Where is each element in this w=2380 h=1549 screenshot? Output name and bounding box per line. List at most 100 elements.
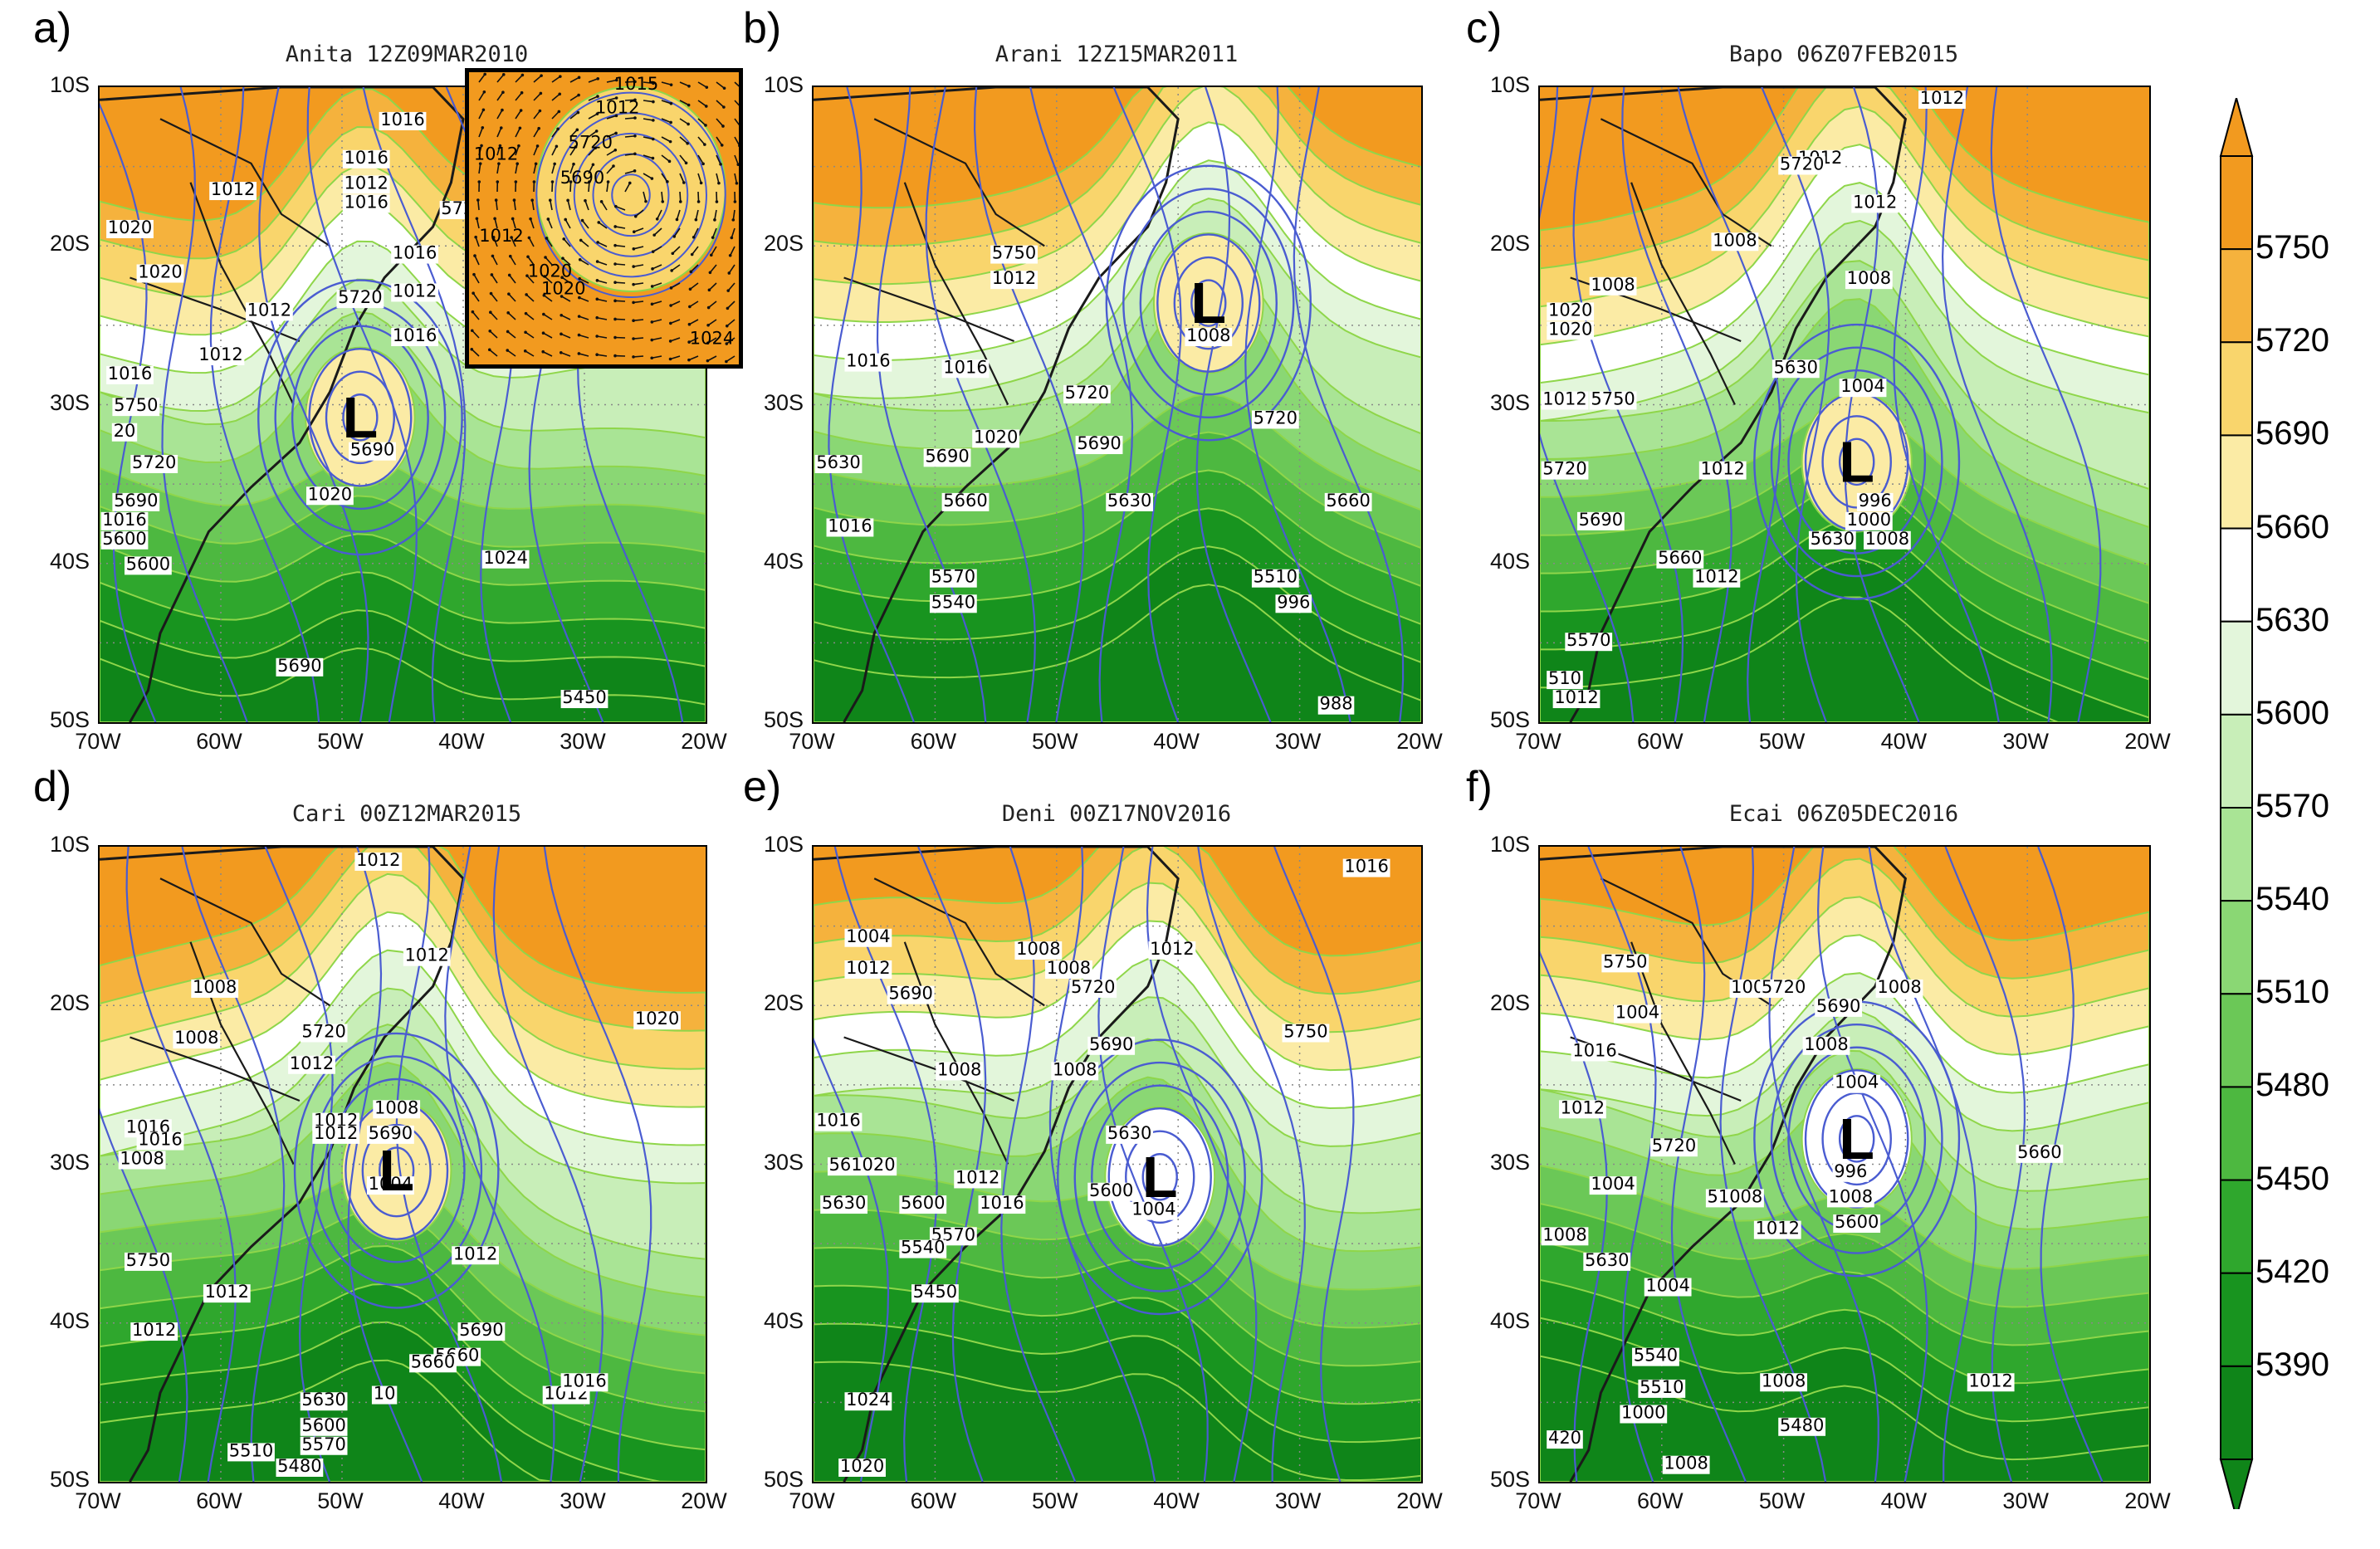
isobar — [1244, 87, 1351, 722]
wind-vector — [606, 115, 617, 120]
wind-vector-head — [668, 340, 672, 343]
contour-label: 5750 — [1603, 951, 1647, 971]
contour-label: 5480 — [277, 1456, 321, 1476]
contour-label-bg — [1106, 492, 1154, 511]
contour-label-bg — [203, 1284, 251, 1303]
wind-vector-head — [572, 162, 575, 166]
isobar — [310, 1055, 483, 1287]
isobar — [1768, 847, 1879, 1482]
wind-vector — [679, 136, 688, 144]
wind-vector-head — [539, 91, 543, 95]
wind-vector — [476, 218, 480, 229]
wind-vector-head — [553, 162, 556, 166]
coastline — [100, 87, 465, 722]
wind-vector — [729, 246, 736, 257]
isobar — [1173, 256, 1244, 350]
country-border — [159, 877, 331, 1007]
wind-vector-head — [632, 301, 635, 305]
wind-vector-head — [666, 180, 669, 183]
contour-label: 5690 — [459, 1320, 503, 1340]
wind-vector — [579, 315, 589, 320]
wind-vector — [527, 256, 535, 266]
contour-label-bg — [1589, 1176, 1637, 1195]
isobar — [258, 87, 369, 722]
wind-vector — [734, 100, 739, 106]
wind-vector — [707, 319, 717, 326]
wind-vector — [569, 129, 578, 138]
lat-tick-label: 40S — [1489, 1307, 1530, 1333]
wind-vector — [496, 74, 505, 83]
wind-vector — [597, 261, 608, 266]
wind-vector — [734, 81, 739, 87]
wind-vector-head — [558, 92, 562, 96]
lon-tick-label: 40W — [1153, 729, 1200, 754]
wind-vector-head — [577, 352, 581, 355]
wind-vector-head — [538, 109, 542, 113]
lat-tick-label: 30S — [1489, 389, 1530, 415]
contour-label-bg — [136, 264, 184, 283]
contour-label-bg — [1778, 156, 1826, 175]
wind-vector — [515, 127, 521, 138]
wind-vector-head — [525, 274, 529, 277]
contour-label: 561020 — [828, 1155, 895, 1175]
wind-vector — [633, 227, 644, 232]
contour-label-bg — [209, 182, 257, 201]
isobar — [1670, 847, 1747, 1482]
wind-vector — [688, 337, 699, 343]
contour-label: 1008 — [1713, 230, 1757, 250]
wind-vector-head — [731, 218, 736, 222]
wind-vector-head — [476, 198, 480, 202]
isobar — [1821, 1092, 1892, 1186]
wind-vector-head — [701, 162, 705, 166]
contour-label-bg — [371, 1385, 398, 1405]
country-border — [873, 877, 1045, 1007]
contour-label-bg — [1063, 384, 1111, 403]
wind-vector-head — [632, 265, 635, 268]
lat-tick-label: 10S — [763, 72, 804, 97]
isobar — [1990, 87, 2102, 722]
wind-vector — [472, 330, 480, 339]
contour-label: 5690 — [1579, 510, 1623, 530]
wind-vector — [478, 127, 484, 138]
contour-label: 988 — [1319, 694, 1352, 714]
contour-label: 5720 — [132, 452, 176, 472]
wind-vector-head — [471, 310, 475, 314]
inset-contour-label: 1015 — [614, 74, 658, 94]
wind-vector — [709, 264, 717, 273]
wind-vector — [490, 293, 498, 302]
lon-tick-label: 60W — [910, 1488, 957, 1513]
wind-vector — [525, 312, 535, 320]
wind-vector-head — [699, 181, 703, 185]
lon-tick-label: 60W — [196, 729, 242, 754]
wind-vector-head — [577, 93, 580, 97]
wind-vector — [531, 200, 535, 211]
contour-label-bg — [1620, 1405, 1668, 1424]
contour-label-bg — [1662, 1455, 1710, 1474]
wind-vector-head — [481, 108, 486, 112]
wind-vector-head — [579, 238, 583, 242]
wind-vector-head — [594, 129, 599, 133]
wind-vector — [579, 296, 589, 302]
isobar — [1753, 323, 1961, 600]
contour-label: 1008 — [1829, 1186, 1873, 1206]
isobar — [1540, 950, 1608, 1482]
contour-label-bg — [342, 149, 390, 169]
wind-vector-head — [544, 256, 547, 259]
wind-vector — [615, 226, 626, 229]
wind-vector-head — [578, 257, 582, 261]
contour-label-bg — [1547, 671, 1583, 690]
contour-label: 5600 — [102, 529, 146, 549]
wind-vector-head — [632, 337, 635, 340]
contour-label: 420 — [1548, 1428, 1581, 1448]
contour-label-bg — [1571, 1043, 1619, 1062]
wind-vector — [606, 149, 616, 156]
wind-vector — [606, 181, 609, 193]
wind-vector — [676, 209, 681, 220]
colorbar-label: 5390 — [2255, 1346, 2329, 1383]
wind-vector-head — [559, 350, 563, 354]
contour-label-bg — [136, 1131, 184, 1151]
isobar — [1097, 847, 1209, 1482]
